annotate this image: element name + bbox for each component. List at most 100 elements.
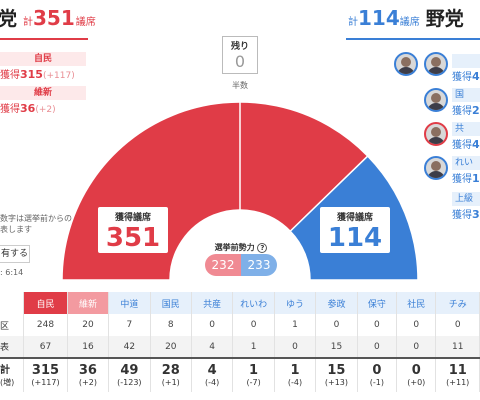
total-value: 1 [290, 362, 300, 378]
table-cell: 4 [191, 336, 234, 358]
opposition-header: 計 114 議席 野党 [348, 4, 464, 40]
row-label-pr: 表 [0, 336, 25, 358]
table-total-cell: 36 (+2) [67, 357, 110, 392]
total-delta: (+1) [161, 377, 180, 387]
total-delta: (-7) [246, 377, 261, 387]
table-cell: 15 [315, 336, 358, 358]
table-party-header: 維新 [67, 292, 110, 314]
opposition-seat-box-label: 獲得議席 [336, 213, 373, 223]
opposition-header-unit: 議席 [399, 17, 420, 28]
table-total-cell: 15 (+13) [315, 357, 358, 392]
opposition-seat-box: 獲得議席 114 [318, 205, 392, 255]
table-cell: 0 [232, 314, 275, 336]
table-party-header: 保守 [357, 292, 398, 314]
avatar[interactable] [424, 88, 448, 112]
ruling-seat-box-label: 獲得議席 [114, 213, 151, 223]
total-value: 1 [249, 362, 259, 378]
table-total-row: 計 (増) 315 (+117) 36 (+2) 49 (-123) 28 (+1) 4 (-4)… [0, 357, 480, 392]
table-total-cell: 49 (-123) [108, 357, 151, 392]
ruling-header-unit: 議席 [75, 17, 96, 28]
ruling-seat-box-value: 351 [105, 223, 161, 253]
opposition-party-seats: 32 [472, 208, 480, 221]
table-party-header: れいわ [232, 292, 275, 314]
help-icon[interactable]: ? [257, 243, 268, 253]
total-delta: (+0) [407, 377, 426, 387]
total-delta: (-4) [205, 377, 220, 387]
table-cell: 0 [274, 336, 317, 358]
opposition-party-seats: 4 [472, 138, 480, 151]
opposition-header-underline [346, 38, 480, 40]
table-cell: 0 [435, 314, 480, 336]
table-total-cell: 315 (+117) [23, 357, 68, 392]
table-row: 区 248 20 7 8 0 0 1 0 0 0 0 [0, 314, 480, 336]
table-row: 表 67 16 42 20 4 1 0 15 0 0 11 [0, 336, 480, 358]
total-delta: (+11) [446, 377, 470, 387]
table-cell: 7 [108, 314, 151, 336]
table-total-cell: 0 (+0) [396, 357, 437, 392]
table-party-header: 国民 [150, 292, 192, 314]
table-header-row: 自民 維新 中道 国民 共産 れいわ ゆう 参政 保守 社民 チみ [0, 292, 480, 314]
avatar[interactable] [424, 52, 448, 76]
ruling-party-seats: 315 [20, 68, 43, 81]
update-time: : 6:14 [0, 268, 24, 277]
total-label: 計 [0, 364, 10, 376]
remaining-value: 0 [234, 52, 246, 71]
total-value: 4 [207, 362, 217, 378]
ruling-header-seats: 351 [33, 6, 75, 30]
table-cell: 8 [150, 314, 192, 336]
table-party-header: ゆう [274, 292, 317, 314]
pre-election-ruling: 232 [205, 254, 241, 276]
table-party-header: チみ [435, 292, 480, 314]
total-delta: (-123) [117, 377, 142, 387]
avatar[interactable] [424, 156, 448, 180]
opposition-party-prefix: 獲得 [452, 174, 472, 185]
opposition-party-value: 獲得1 [452, 170, 480, 185]
total-value: 36 [78, 362, 97, 378]
row-label-total: 計 (増) [0, 357, 25, 392]
table-cell: 67 [23, 336, 68, 358]
opposition-party-value: 獲得4 [452, 136, 480, 151]
total-delta: (-4) [287, 377, 303, 387]
table-total-cell: 11 (+11) [435, 357, 480, 392]
total-value: 315 [31, 362, 60, 378]
opposition-header-seats: 114 [358, 6, 400, 30]
total-delta: (-1) [369, 377, 384, 387]
table-total-cell: 1 (-7) [232, 357, 275, 392]
ruling-header: 党 計 351 議席 [0, 4, 96, 40]
table-cell: 248 [23, 314, 68, 336]
total-value: 11 [448, 362, 467, 378]
avatar[interactable] [394, 52, 418, 76]
note-line-1: 数字は選挙前からの [0, 214, 72, 223]
majority-label: 半数 [232, 81, 248, 90]
ruling-party-value-ishin: 獲得36(+2) [0, 100, 56, 115]
pre-election-title: 選挙前勢力 ? [205, 242, 277, 253]
opposition-party-label: 上級 [452, 192, 480, 206]
avatar[interactable] [424, 122, 448, 146]
table-party-header: 共産 [191, 292, 234, 314]
table-cell: 0 [357, 314, 398, 336]
table-party-header: 社民 [396, 292, 437, 314]
share-button[interactable]: 有する [0, 245, 30, 263]
opposition-party-prefix: 獲得 [452, 106, 472, 117]
table-party-header: 自民 [23, 292, 68, 314]
table-cell: 0 [357, 336, 398, 358]
total-value: 0 [411, 362, 421, 378]
ruling-party-seats: 36 [20, 102, 36, 115]
ruling-party-prefix: 獲得 [0, 104, 20, 115]
ruling-party-value-ldp: 獲得315(+117) [0, 66, 75, 81]
opposition-party-value: 獲得28 [452, 102, 480, 117]
table-cell: 11 [435, 336, 480, 358]
seat-table: 自民 維新 中道 国民 共産 れいわ ゆう 参政 保守 社民 チみ 区 248 20 7 8 0 0 1 0 0 0 0… [0, 292, 480, 392]
table-cell: 16 [67, 336, 110, 358]
ruling-header-prefix: 計 [23, 17, 34, 28]
opposition-party-prefix: 獲得 [452, 210, 472, 221]
opposition-party-prefix: 獲得 [452, 140, 472, 151]
ruling-party-delta: (+2) [35, 105, 56, 115]
table-cell: 0 [315, 314, 358, 336]
table-cell: 1 [232, 336, 275, 358]
table-total-cell: 28 (+1) [150, 357, 192, 392]
ruling-party-label-ldp: 自民 [0, 52, 86, 66]
table-cell: 0 [396, 314, 437, 336]
table-cell: 0 [396, 336, 437, 358]
ruling-party-prefix: 獲得 [0, 70, 20, 81]
